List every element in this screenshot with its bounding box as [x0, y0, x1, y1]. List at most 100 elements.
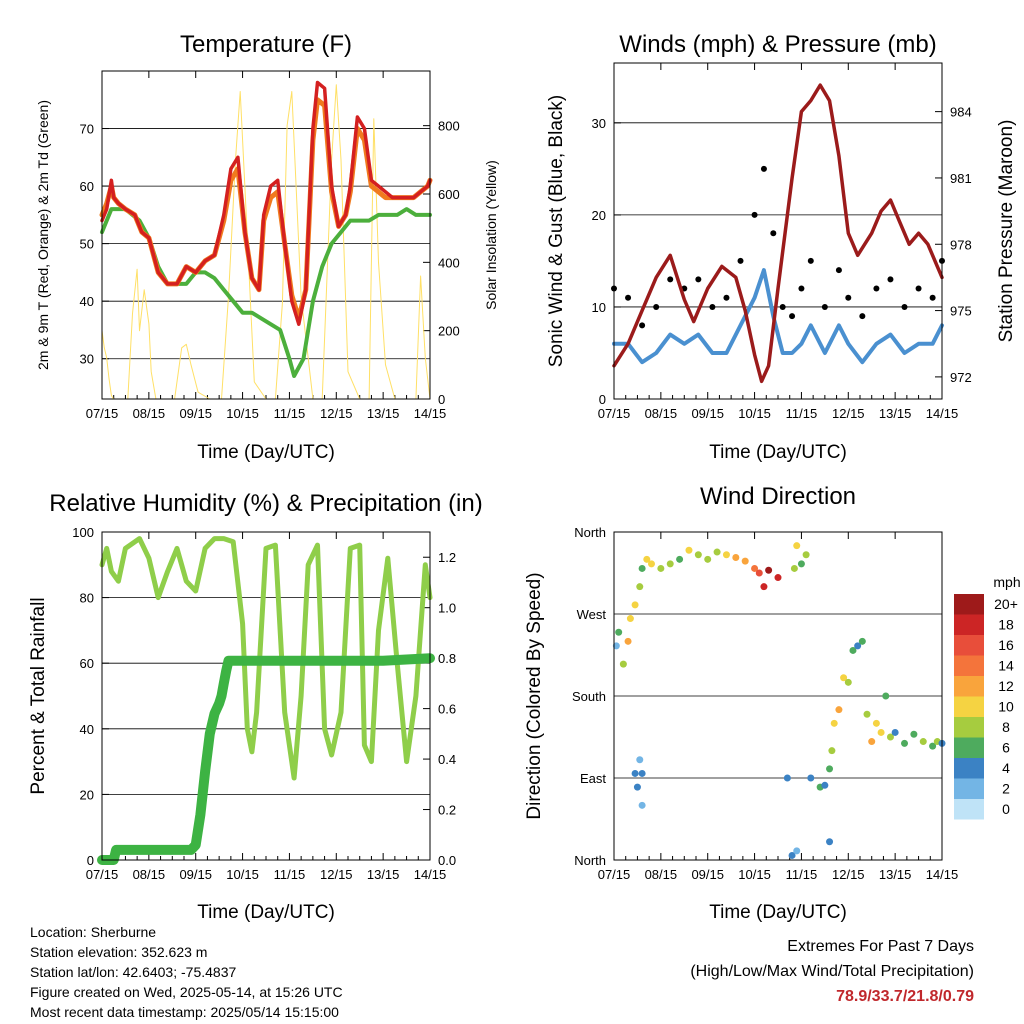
direction-point: [807, 774, 815, 782]
direction-point: [615, 628, 623, 636]
legend-swatch: [954, 737, 984, 758]
gust-point: [625, 294, 632, 301]
chart-title: Temperature (F): [180, 31, 352, 58]
y-axis-label: Sonic Wind & Gust (Blue, Black): [546, 95, 567, 367]
chart-title: Relative Humidity (%) & Precipitation (i…: [49, 490, 482, 517]
legend-swatch: [954, 594, 984, 615]
gust-point: [915, 285, 922, 292]
plot-border: [101, 70, 431, 400]
direction-point: [647, 560, 655, 568]
legend-label: 12: [998, 678, 1014, 694]
direction-point: [821, 781, 829, 789]
x-tick-label: 11/15: [274, 867, 306, 882]
direction-point: [802, 551, 810, 559]
legend-swatch: [954, 717, 984, 738]
y-tick-label: 20: [592, 208, 606, 223]
x-tick-label: 10/15: [738, 867, 771, 882]
humidity-precip-panel: Relative Humidity (%) & Precipitation (i…: [28, 490, 483, 923]
y-tick-label: 30: [80, 352, 94, 367]
direction-point: [722, 551, 730, 559]
x-tick-label: 14/15: [926, 867, 959, 882]
plot-border: [613, 62, 943, 400]
y2-axis-label: Solar Insolation (Yellow): [483, 160, 499, 310]
x-axis-label: Time (Day/UTC): [709, 902, 847, 923]
gust-point: [770, 230, 777, 237]
gust-point: [887, 276, 894, 283]
x-tick-label: 13/15: [879, 406, 912, 421]
gust-point: [779, 303, 786, 310]
direction-point: [633, 783, 641, 791]
legend-swatch: [954, 655, 984, 676]
direction-point: [854, 642, 862, 650]
direction-point: [849, 646, 857, 654]
x-tick-label: 07/15: [86, 867, 119, 882]
direction-point: [788, 851, 796, 859]
y2-tick-label: 981: [950, 171, 972, 186]
direction-point: [929, 742, 937, 750]
x-tick-label: 10/15: [226, 867, 259, 882]
x-tick-label: 09/15: [179, 406, 212, 421]
y2-tick-label: 600: [438, 187, 460, 202]
y2-tick-label: 978: [950, 237, 972, 252]
direction-point: [886, 733, 894, 741]
x-tick-label: 11/15: [786, 867, 818, 882]
direction-point: [638, 769, 646, 777]
direction-point: [844, 678, 852, 686]
gust-point: [859, 313, 866, 320]
gust-point: [807, 257, 814, 264]
direction-point: [760, 583, 768, 591]
gust-point: [821, 303, 828, 310]
y-tick-label: South: [572, 689, 606, 704]
y2-tick-label: 1.0: [438, 601, 456, 616]
direction-point: [868, 738, 876, 746]
gust-point: [639, 322, 646, 329]
direction-point: [638, 564, 646, 572]
y2-tick-label: 800: [438, 119, 460, 134]
y-tick-label: 30: [592, 116, 606, 131]
legend-label: 6: [1002, 740, 1010, 756]
gust-point: [751, 211, 758, 218]
direction-point: [863, 710, 871, 718]
legend-label: 10: [998, 699, 1014, 715]
latlon-text: Station lat/lon: 42.6403; -75.4837: [30, 964, 237, 980]
x-tick-label: 10/15: [738, 406, 771, 421]
gust-point: [723, 294, 730, 301]
relative-humidity-line: [99, 536, 433, 781]
direction-point: [612, 642, 620, 650]
y2-tick-label: 400: [438, 255, 460, 270]
y-tick-label: 100: [72, 525, 94, 540]
gust-point: [789, 313, 796, 320]
chart-title: Wind Direction: [700, 483, 856, 510]
direction-point: [713, 548, 721, 556]
direction-point: [828, 747, 836, 755]
x-tick-label: 14/15: [926, 406, 959, 421]
x-tick-label: 14/15: [414, 406, 447, 421]
y-tick-label: North: [574, 525, 606, 540]
direction-point: [858, 637, 866, 645]
gust-point: [901, 303, 908, 310]
station-info: Location: Sherburne Station elevation: 3…: [30, 922, 343, 1022]
x-tick-label: 09/15: [691, 867, 724, 882]
direction-point: [835, 706, 843, 714]
legend-label: 8: [1002, 719, 1010, 735]
y2-tick-label: 0.4: [438, 752, 456, 767]
chart-title: Winds (mph) & Pressure (mb): [619, 31, 936, 58]
direction-point: [626, 615, 634, 623]
direction-point: [685, 546, 693, 554]
x-tick-label: 08/15: [645, 867, 678, 882]
legend-swatch: [954, 696, 984, 717]
y-tick-label: 80: [80, 591, 94, 606]
legend-label: 2: [1002, 781, 1010, 797]
gust-point: [737, 257, 744, 264]
direction-point: [882, 692, 890, 700]
x-tick-label: 12/15: [832, 867, 865, 882]
direction-point: [732, 554, 740, 562]
direction-point: [919, 738, 927, 746]
gust-point: [798, 285, 805, 292]
direction-point: [636, 583, 644, 591]
y2-tick-label: 0.0: [438, 853, 456, 868]
x-tick-label: 07/15: [598, 867, 631, 882]
y-tick-label: North: [574, 853, 606, 868]
y2-tick-label: 200: [438, 324, 460, 339]
